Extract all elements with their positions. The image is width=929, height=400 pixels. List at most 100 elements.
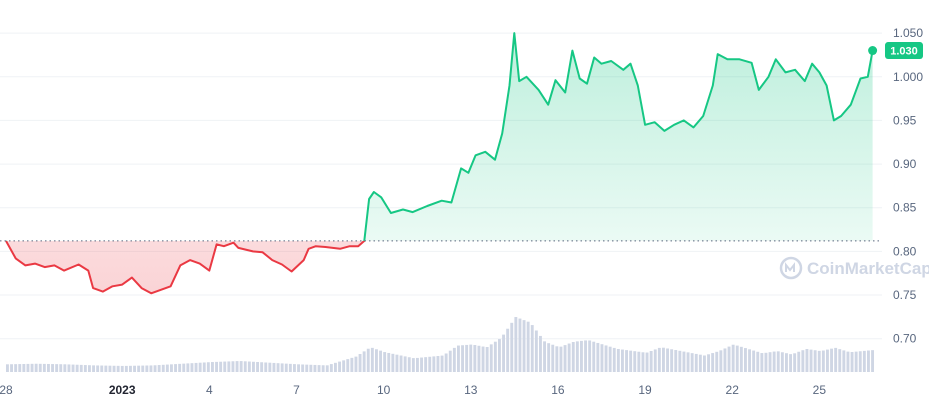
volume-bar	[301, 364, 305, 372]
volume-bar	[75, 364, 79, 372]
volume-bar	[141, 365, 145, 372]
volume-bar	[510, 322, 514, 372]
watermark: CoinMarketCap	[779, 256, 929, 280]
volume-bar	[178, 363, 182, 372]
volume-bar	[727, 346, 731, 372]
volume-bar	[79, 364, 83, 372]
volume-bar	[756, 351, 760, 372]
price-line	[5, 32, 874, 295]
x-tick-label: 4	[206, 383, 213, 397]
volume-bar	[703, 355, 706, 372]
volume-bar	[469, 344, 473, 372]
volume-bar	[744, 348, 747, 372]
volume-bar	[670, 349, 674, 372]
volume-bar	[18, 364, 22, 372]
y-tick-label: 1.050	[893, 26, 923, 40]
volume-bar	[678, 350, 682, 372]
volume-bar	[838, 349, 842, 372]
price-line-up	[5, 32, 874, 241]
volume-bar	[161, 364, 165, 372]
volume-bar	[473, 344, 477, 372]
volume-bar	[34, 363, 38, 372]
volume-bar	[862, 350, 866, 372]
volume-bar	[592, 341, 596, 372]
volume-bar	[10, 364, 13, 372]
volume-bar	[588, 340, 592, 372]
volume-bar	[362, 351, 366, 372]
volume-bar	[424, 357, 428, 372]
y-tick-label: 0.90	[893, 157, 917, 171]
volume-bar	[370, 347, 374, 372]
volume-bar	[329, 364, 333, 372]
volume-bar	[170, 364, 173, 372]
volume-bar	[682, 351, 686, 372]
volume-bar	[518, 318, 522, 372]
volume-bar	[436, 355, 440, 372]
volume-bar	[366, 348, 370, 372]
current-price-dot	[868, 46, 878, 56]
volume-bar	[809, 349, 813, 372]
volume-bar	[186, 363, 190, 372]
volume-bar	[202, 362, 206, 372]
volume-bar	[867, 350, 870, 372]
volume-bar	[284, 363, 288, 372]
volume-bar	[772, 351, 776, 372]
volume-bar	[305, 364, 309, 372]
volume-bar	[764, 352, 768, 372]
volume-bar	[452, 347, 456, 372]
price-line-down	[5, 240, 366, 295]
volume-bar	[477, 345, 481, 372]
volume-bar	[584, 340, 587, 372]
volume-bar	[785, 353, 788, 372]
volume-bar	[793, 353, 797, 372]
volume-bar	[600, 344, 604, 372]
volume-bar	[789, 354, 792, 372]
x-tick-label: 22	[726, 383, 740, 397]
volume-bar	[522, 320, 526, 372]
volume-bar	[399, 355, 403, 372]
volume-bar	[711, 353, 715, 372]
volume-bar	[215, 361, 218, 372]
volume-bar	[129, 365, 132, 372]
volume-bar	[358, 354, 362, 372]
volume-bar	[157, 365, 161, 372]
volume-bar	[637, 351, 641, 372]
volume-bar	[662, 347, 665, 372]
volume-bar	[55, 364, 59, 372]
current-price-marker: 1.030	[868, 42, 923, 60]
volume-bar	[379, 350, 382, 372]
watermark-text: CoinMarketCap	[807, 259, 929, 278]
volume-bar	[42, 363, 46, 372]
volume-bar	[321, 365, 325, 372]
volume-bar	[715, 351, 719, 372]
volume-bar	[63, 364, 67, 372]
volume-bar	[604, 345, 608, 372]
y-tick-label: 0.70	[893, 332, 917, 346]
volume-bar	[59, 364, 63, 372]
area-below-baseline	[6, 240, 365, 294]
volume-bar	[551, 344, 555, 372]
x-tick-label: 10	[377, 383, 391, 397]
volume-bar	[420, 357, 423, 372]
volume-bar	[124, 365, 128, 372]
volume-bar	[735, 345, 739, 372]
volume-bar	[264, 362, 268, 372]
volume-bar	[391, 353, 395, 372]
volume-bar	[346, 359, 350, 372]
volume-bar	[596, 342, 600, 372]
volume-bar	[534, 330, 538, 372]
volume-bar	[100, 365, 104, 372]
volume-bar	[247, 361, 251, 372]
volume-bar	[780, 352, 784, 372]
volume-bar	[567, 343, 571, 372]
volume-bar	[616, 349, 620, 372]
volume-bar	[342, 360, 346, 372]
volume-bar	[354, 356, 358, 372]
current-price-label: 1.030	[890, 46, 918, 58]
volume-bar	[674, 350, 678, 372]
x-tick-label: 13	[464, 383, 478, 397]
volume-bar	[239, 361, 243, 372]
volume-bar	[92, 365, 95, 372]
volume-bar	[485, 346, 489, 372]
